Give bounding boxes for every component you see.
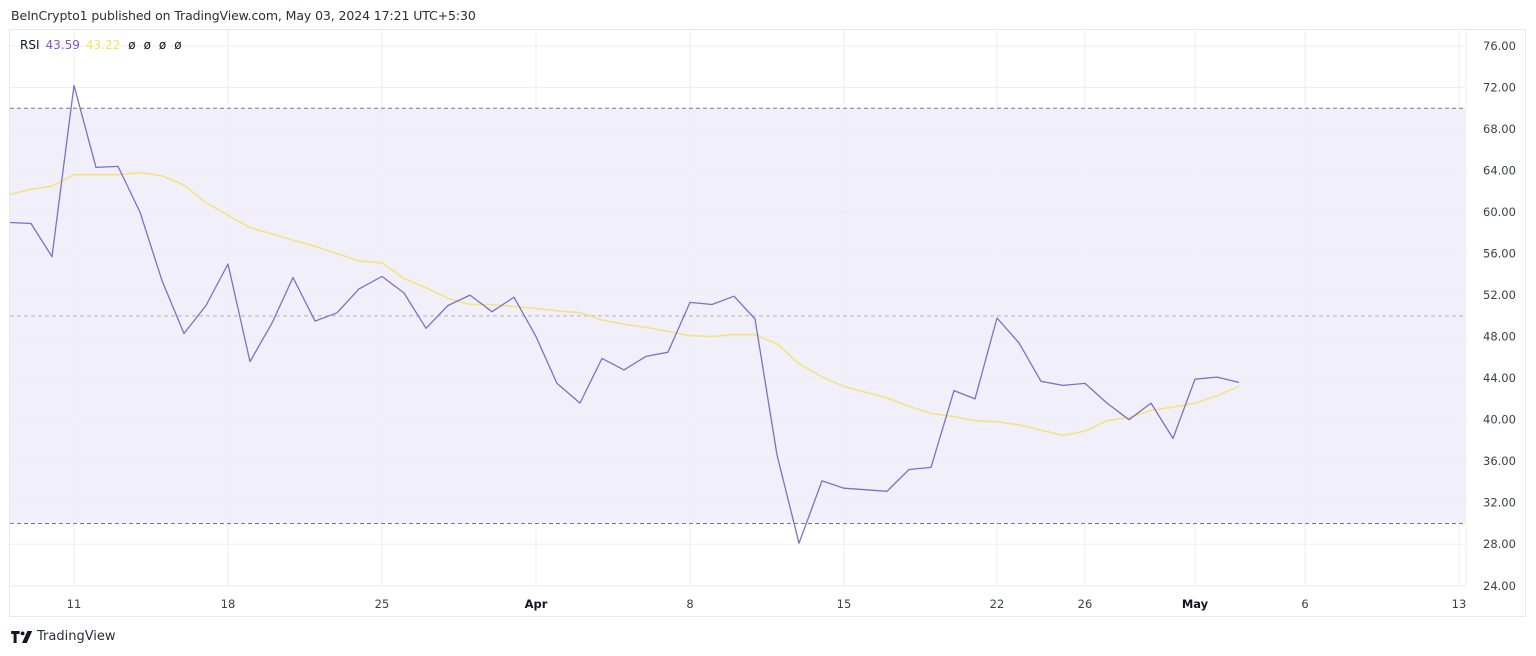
rsi-ma-line [9, 171, 1240, 437]
ma-value: 43.22 [85, 38, 121, 52]
price-axis-label: 72.00 [1483, 81, 1516, 95]
indicator-name[interactable]: RSI [20, 38, 40, 52]
time-axis-label: 15 [837, 597, 852, 611]
price-axis-label: 68.00 [1483, 122, 1516, 136]
price-axis[interactable]: 76.00 72.00 68.00 64.00 60.00 56.00 52.00 48.00… [1483, 39, 1516, 593]
time-axis-label: 22 [990, 597, 1005, 611]
published-info: BeInCrypto1 published on TradingView.com… [11, 8, 476, 23]
rsi-value: 43.59 [45, 38, 80, 52]
time-axis-label: May [1182, 597, 1209, 611]
price-axis-label: 28.00 [1483, 537, 1516, 551]
time-axis-label: 13 [1452, 597, 1467, 611]
time-axis-label: 18 [221, 597, 236, 611]
time-axis-label: 26 [1078, 597, 1093, 611]
price-axis-label: 36.00 [1483, 454, 1516, 468]
footer-branding: TradingView [11, 629, 116, 644]
time-axis-label: 25 [375, 597, 390, 611]
price-axis-label: 44.00 [1483, 371, 1516, 385]
chart-frame [9, 29, 1526, 617]
price-axis-label: 48.00 [1483, 330, 1516, 344]
price-axis-label: 40.00 [1483, 413, 1516, 427]
na-value-4: ø [174, 38, 182, 52]
time-axis[interactable]: 11 18 25 Apr 8 15 22 26 May 6 13 [67, 597, 1467, 611]
na-value-1: ø [128, 38, 136, 52]
na-value-2: ø [143, 38, 151, 52]
price-axis-label: 24.00 [1483, 579, 1516, 593]
footer-brand-text[interactable]: TradingView [37, 629, 116, 644]
price-axis-label: 64.00 [1483, 164, 1516, 178]
time-axis-label: 6 [1301, 597, 1308, 611]
time-axis-label: 8 [686, 597, 693, 611]
time-axis-label: 11 [67, 597, 82, 611]
price-axis-label: 56.00 [1483, 247, 1516, 261]
tradingview-logo-icon [11, 630, 33, 643]
price-axis-label: 60.00 [1483, 205, 1516, 219]
time-axis-label: Apr [525, 597, 548, 611]
price-axis-label: 32.00 [1483, 496, 1516, 510]
price-axis-label: 76.00 [1483, 39, 1516, 53]
na-value-3: ø [158, 38, 167, 52]
indicator-legend: RSI 43.59 43.22 ø ø ø ø [20, 38, 182, 52]
price-axis-label: 52.00 [1483, 288, 1516, 302]
rsi-line [9, 84, 1240, 544]
